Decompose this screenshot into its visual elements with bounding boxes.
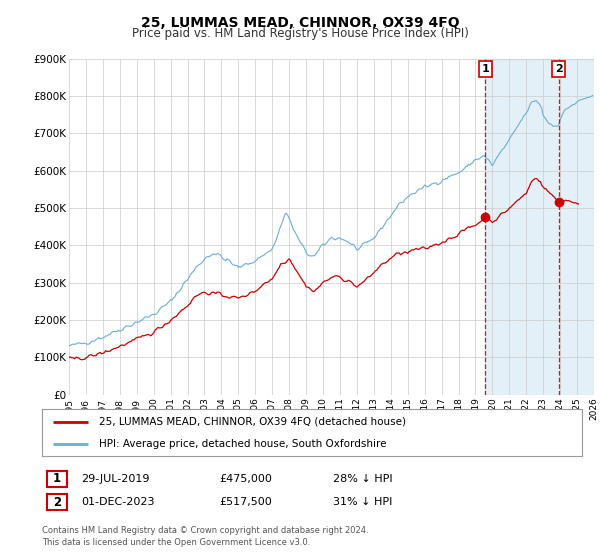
Text: 2: 2 — [555, 64, 563, 74]
Text: This data is licensed under the Open Government Licence v3.0.: This data is licensed under the Open Gov… — [42, 538, 310, 547]
Text: 01-DEC-2023: 01-DEC-2023 — [81, 497, 155, 507]
Text: £517,500: £517,500 — [219, 497, 272, 507]
Text: 25, LUMMAS MEAD, CHINNOR, OX39 4FQ (detached house): 25, LUMMAS MEAD, CHINNOR, OX39 4FQ (deta… — [99, 417, 406, 427]
Text: 1: 1 — [53, 472, 61, 486]
Text: £475,000: £475,000 — [219, 474, 272, 484]
Bar — [485, 59, 594, 395]
Text: 29-JUL-2019: 29-JUL-2019 — [81, 474, 149, 484]
Text: 25, LUMMAS MEAD, CHINNOR, OX39 4FQ: 25, LUMMAS MEAD, CHINNOR, OX39 4FQ — [140, 16, 460, 30]
Text: Contains HM Land Registry data © Crown copyright and database right 2024.: Contains HM Land Registry data © Crown c… — [42, 526, 368, 535]
Text: 31% ↓ HPI: 31% ↓ HPI — [333, 497, 392, 507]
Text: HPI: Average price, detached house, South Oxfordshire: HPI: Average price, detached house, Sout… — [99, 438, 386, 449]
Text: 2: 2 — [53, 496, 61, 509]
Text: 28% ↓ HPI: 28% ↓ HPI — [333, 474, 392, 484]
Text: 1: 1 — [481, 64, 489, 74]
Text: Price paid vs. HM Land Registry's House Price Index (HPI): Price paid vs. HM Land Registry's House … — [131, 27, 469, 40]
